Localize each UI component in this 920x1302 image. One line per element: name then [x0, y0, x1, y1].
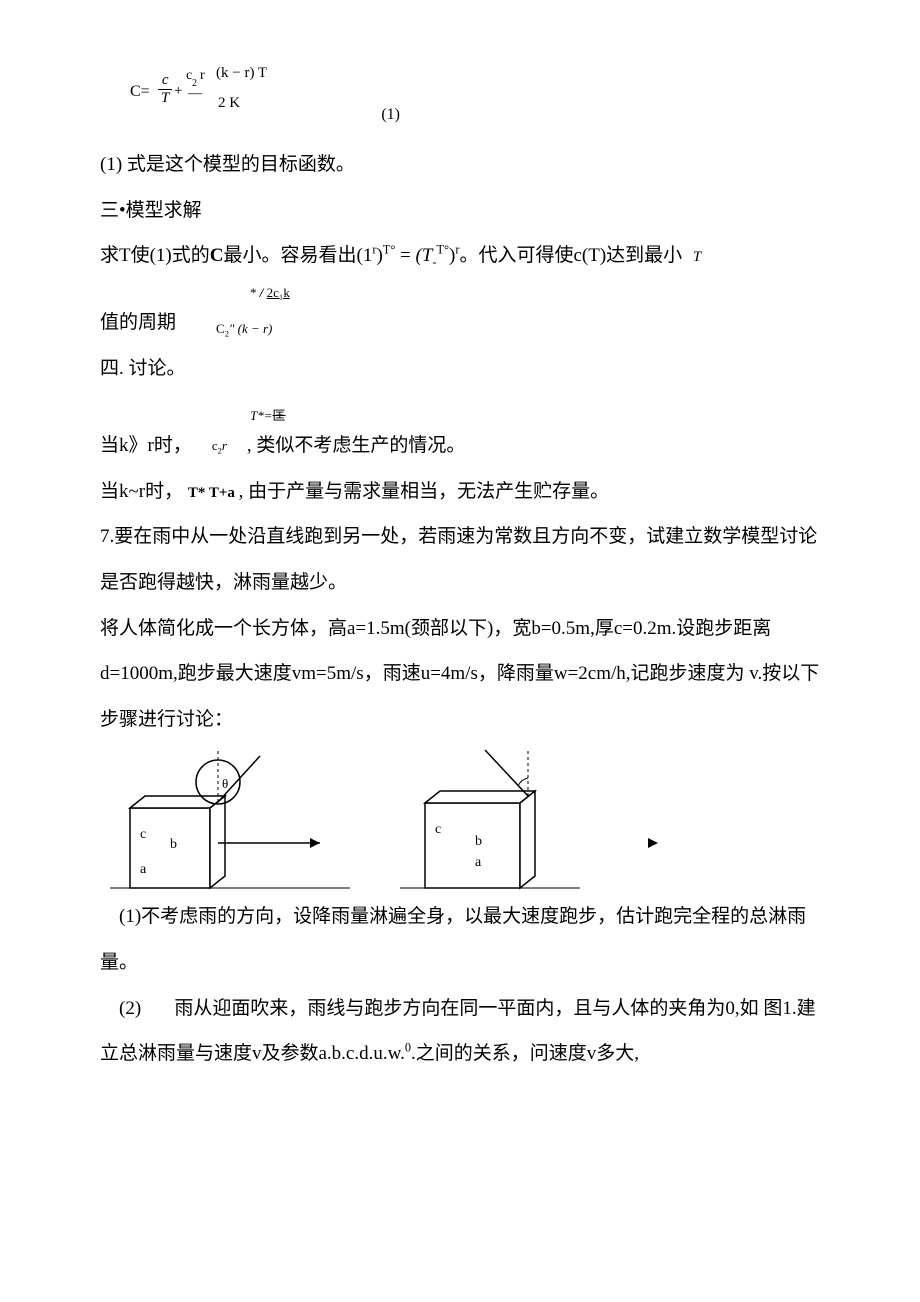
f1-frac1-num: c — [158, 72, 172, 90]
d1-label-c: c — [140, 827, 146, 842]
heading-4: 四. 讨论。 — [100, 346, 820, 392]
formula-1: C= c T + c 2 r (k − r) T — 2 K (1) — [130, 66, 820, 124]
para-kr2: 当k~r时， T* T+a , 由于产量与需求量相当，无法产生贮存量。 — [100, 469, 820, 515]
question-2: (2) 雨从迎面吹来，雨线与跑步方向在同一平面内，且与人体的夹角为0,如 图1.… — [100, 986, 820, 1077]
period-label: 值的周期 — [100, 300, 176, 346]
d1-label-b: b — [170, 837, 177, 852]
d2-label-a: a — [475, 855, 482, 870]
diagram-2: c b a — [400, 748, 680, 898]
period-block: 值的周期 C2" (k − r) — [100, 300, 820, 346]
question-1: (1)不考虑雨的方向，设降雨量淋遍全身，以最大速度跑步，估计跑完全程的总淋雨量。 — [100, 894, 820, 985]
f1-plus: + — [174, 83, 182, 99]
f1-paren: (k − r) T — [216, 65, 267, 81]
f1-frac1-den: T — [158, 90, 172, 107]
diagram-row: c b a θ c b a — [110, 748, 820, 898]
d2-label-b: b — [475, 834, 482, 849]
d1-label-a: a — [140, 862, 147, 877]
diagram-1: c b a θ — [110, 748, 350, 898]
problem-7-params: 将人体简化成一个长方体，高a=1.5m(颈部以下)，宽b=0.5m,厚c=0.2… — [100, 606, 820, 743]
f1-lhs: C= — [130, 83, 150, 100]
para-objective: (1) 式是这个模型的目标函数。 — [100, 142, 820, 188]
heading-3: 三•模型求解 — [100, 188, 820, 234]
kr1-top-expr: T*=匡 — [250, 408, 286, 423]
problem-7: 7.要在雨中从一处沿直线跑到另一处，若雨速为常数且方向不变，试建立数学模型讨论是… — [100, 514, 820, 605]
f1-den2: 2 K — [218, 95, 240, 111]
period-star: * / 2c₁k — [250, 285, 290, 300]
d2-label-c: c — [435, 822, 441, 837]
d1-label-theta: θ — [222, 776, 228, 791]
f1-r: r — [200, 68, 205, 83]
para-kr1: 当k》r时， c2r , 类似不考虑生产的情况。 — [100, 423, 820, 469]
f1-eqnum: (1) — [381, 105, 400, 124]
